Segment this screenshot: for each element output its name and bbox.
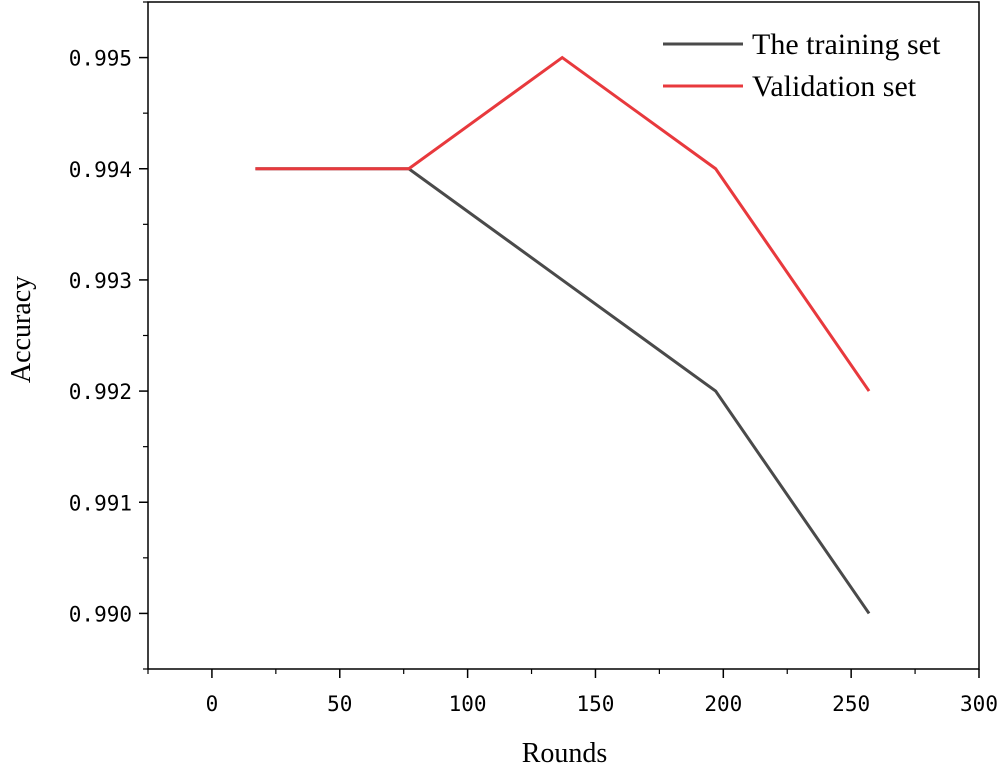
legend: The training set Validation set — [663, 28, 941, 103]
x-axis-ticks: 0 50 100 150 200 250 300 — [147, 669, 998, 716]
y-tick-label: 0.993 — [69, 269, 132, 293]
y-axis-title: Accuracy — [6, 276, 37, 383]
y-axis-ticks: 0.990 0.991 0.992 0.993 0.994 0.995 — [69, 1, 148, 670]
y-tick-label: 0.994 — [69, 158, 132, 182]
series-line-training — [255, 167, 871, 615]
x-tick-label: 200 — [704, 692, 742, 716]
y-tick-label: 0.995 — [69, 47, 132, 71]
legend-label-1: Validation set — [752, 70, 917, 103]
y-tick-label: 0.991 — [69, 491, 132, 515]
x-tick-label: 300 — [960, 692, 998, 716]
x-axis-title: Rounds — [522, 738, 608, 769]
y-tick-label: 0.990 — [69, 602, 132, 626]
y-tick-label: 0.992 — [69, 380, 132, 404]
x-tick-label: 0 — [206, 692, 219, 716]
legend-label-0: The training set — [752, 28, 941, 61]
series-layer — [255, 55, 871, 615]
x-tick-label: 250 — [832, 692, 870, 716]
x-tick-label: 150 — [576, 692, 614, 716]
x-tick-label: 50 — [327, 692, 352, 716]
series-line-validation — [255, 55, 871, 392]
x-tick-label: 100 — [449, 692, 487, 716]
